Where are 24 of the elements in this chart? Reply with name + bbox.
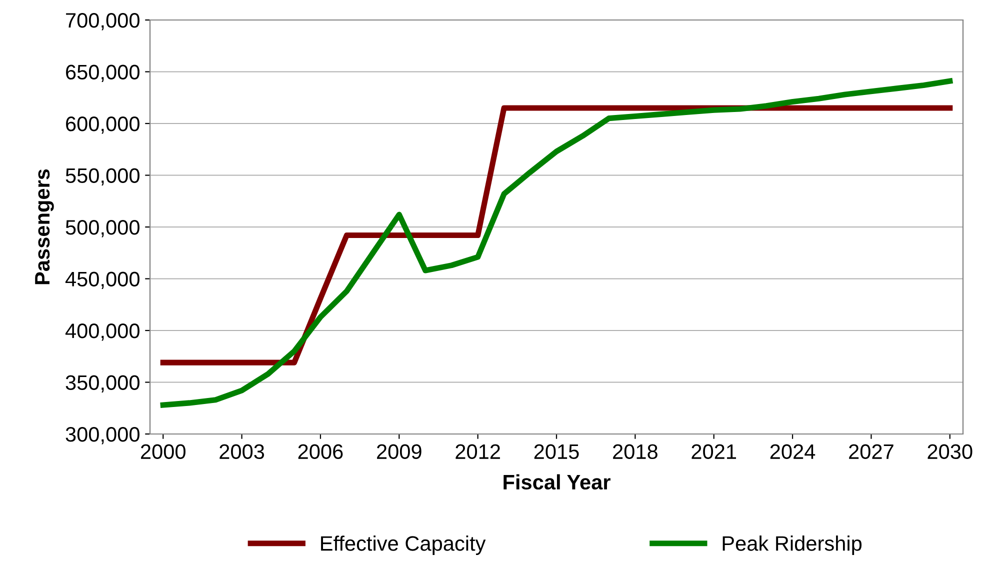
x-tick-label: 2018 <box>613 444 658 460</box>
x-tick-label: 2009 <box>377 444 422 460</box>
y-tick-label: 300,000 <box>66 427 140 444</box>
x-tick-label: 2030 <box>928 444 972 460</box>
y-tick-label: 500,000 <box>66 220 140 238</box>
y-tick-label: 350,000 <box>66 375 140 392</box>
x-axis-title: Fiscal Year <box>504 474 610 490</box>
y-tick-label: 400,000 <box>65 324 140 341</box>
x-tick-label: 2003 <box>220 444 264 460</box>
x-tick-label: 2006 <box>298 444 343 460</box>
x-tick-label: 2027 <box>849 444 894 460</box>
y-tick-label: 450,000 <box>65 272 140 289</box>
y-tick-label: 600,000 <box>66 116 140 134</box>
x-tick-label: 2021 <box>692 444 736 460</box>
legend-label: Peak Ridership <box>722 536 862 555</box>
y-axis-title: Passengers <box>35 169 54 284</box>
y-tick-label: 550,000 <box>66 168 140 186</box>
x-tick-label: 2000 <box>140 444 186 460</box>
y-tick-label: 650,000 <box>66 64 140 82</box>
x-tick-label: 2024 <box>770 444 816 460</box>
x-tick-label: 2012 <box>456 444 500 460</box>
y-tick-label: 700,000 <box>66 13 140 30</box>
x-tick-label: 2015 <box>534 444 579 460</box>
legend-label: Effective Capacity <box>321 536 486 555</box>
